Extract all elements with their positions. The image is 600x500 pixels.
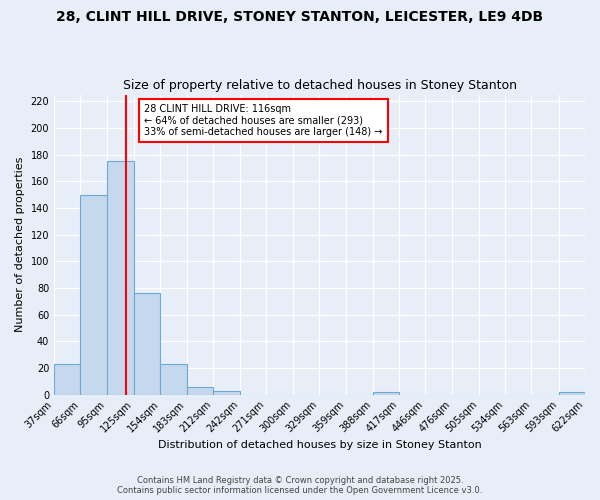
Bar bbox=[54, 364, 80, 394]
X-axis label: Distribution of detached houses by size in Stoney Stanton: Distribution of detached houses by size … bbox=[158, 440, 481, 450]
Bar bbox=[80, 194, 107, 394]
Text: 28 CLINT HILL DRIVE: 116sqm
← 64% of detached houses are smaller (293)
33% of se: 28 CLINT HILL DRIVE: 116sqm ← 64% of det… bbox=[145, 104, 383, 137]
Bar bbox=[107, 161, 134, 394]
Bar bbox=[160, 364, 187, 394]
Text: 28, CLINT HILL DRIVE, STONEY STANTON, LEICESTER, LE9 4DB: 28, CLINT HILL DRIVE, STONEY STANTON, LE… bbox=[56, 10, 544, 24]
Bar bbox=[187, 386, 213, 394]
Bar bbox=[134, 294, 160, 394]
Bar bbox=[213, 390, 240, 394]
Bar bbox=[373, 392, 399, 394]
Y-axis label: Number of detached properties: Number of detached properties bbox=[15, 157, 25, 332]
Text: Contains HM Land Registry data © Crown copyright and database right 2025.
Contai: Contains HM Land Registry data © Crown c… bbox=[118, 476, 482, 495]
Title: Size of property relative to detached houses in Stoney Stanton: Size of property relative to detached ho… bbox=[122, 79, 517, 92]
Bar bbox=[559, 392, 585, 394]
